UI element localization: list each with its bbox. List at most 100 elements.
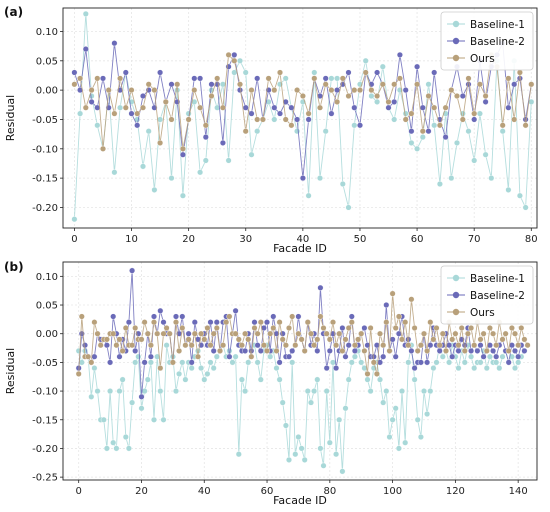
- data-point: [245, 336, 252, 343]
- data-point: [191, 319, 198, 326]
- data-point: [191, 330, 198, 337]
- data-point: [326, 336, 333, 343]
- data-point: [395, 330, 402, 337]
- data-point: [311, 75, 318, 82]
- data-point: [151, 186, 158, 193]
- data-point: [305, 192, 312, 199]
- data-point: [391, 81, 398, 88]
- data-point: [386, 434, 393, 441]
- data-point: [257, 376, 264, 383]
- data-point: [357, 122, 364, 129]
- data-point: [202, 157, 209, 164]
- data-point: [213, 353, 220, 360]
- data-point: [110, 439, 117, 446]
- data-point: [182, 376, 189, 383]
- data-point: [198, 365, 205, 372]
- data-point: [477, 359, 484, 366]
- data-point: [389, 290, 396, 297]
- data-point: [223, 319, 230, 326]
- data-point: [326, 347, 333, 354]
- data-point: [257, 347, 264, 354]
- data-point: [512, 347, 519, 354]
- x-tick-label: 60: [261, 486, 274, 497]
- x-tick-label: 120: [446, 486, 465, 497]
- data-point: [289, 359, 296, 366]
- data-point: [499, 353, 506, 360]
- data-point: [364, 370, 371, 377]
- data-point: [132, 347, 139, 354]
- data-point: [425, 81, 432, 88]
- data-point: [71, 69, 78, 76]
- data-point: [358, 359, 365, 366]
- data-point: [235, 451, 242, 458]
- data-point: [174, 81, 181, 88]
- data-point: [425, 128, 432, 135]
- data-point: [91, 365, 98, 372]
- data-point: [122, 434, 129, 441]
- data-point: [493, 342, 500, 349]
- x-tick-label: 40: [296, 234, 309, 245]
- data-point: [357, 87, 364, 94]
- data-point: [392, 325, 399, 332]
- data-point: [419, 104, 426, 111]
- data-point: [279, 336, 286, 343]
- data-point: [385, 104, 392, 111]
- data-point: [499, 128, 506, 135]
- data-point: [113, 342, 120, 349]
- data-point: [345, 342, 352, 349]
- x-tick-label: 100: [383, 486, 402, 497]
- data-point: [391, 98, 398, 105]
- data-point: [317, 284, 324, 291]
- data-point: [348, 313, 355, 320]
- data-point: [160, 416, 167, 423]
- data-point: [377, 376, 384, 383]
- data-point: [480, 330, 487, 337]
- data-point: [110, 330, 117, 337]
- data-point: [188, 359, 195, 366]
- data-point: [311, 69, 318, 76]
- data-point: [198, 330, 205, 337]
- data-point: [119, 376, 126, 383]
- data-point: [147, 359, 154, 366]
- data-point: [97, 342, 104, 349]
- data-point: [172, 388, 179, 395]
- data-point: [116, 353, 123, 360]
- data-point: [295, 330, 302, 337]
- data-point: [458, 325, 465, 332]
- data-point: [499, 336, 506, 343]
- data-point: [242, 330, 249, 337]
- legend-box: [440, 265, 534, 325]
- y-axis-label: Residual: [4, 95, 17, 141]
- data-point: [465, 128, 472, 135]
- legend-label: Baseline-2: [470, 36, 525, 48]
- data-point: [380, 399, 387, 406]
- data-point: [265, 75, 272, 82]
- data-point: [168, 175, 175, 182]
- data-point: [299, 92, 306, 99]
- data-point: [351, 342, 358, 349]
- data-point: [225, 157, 232, 164]
- data-point: [276, 376, 283, 383]
- data-point: [132, 359, 139, 366]
- data-point: [141, 319, 148, 326]
- data-point: [242, 104, 249, 111]
- data-point: [431, 122, 438, 129]
- data-point: [314, 336, 321, 343]
- data-point: [201, 376, 208, 383]
- data-point: [100, 416, 107, 423]
- data-point: [330, 319, 337, 326]
- data-point: [235, 336, 242, 343]
- data-point: [374, 69, 381, 76]
- data-point: [373, 342, 380, 349]
- data-point: [138, 405, 145, 412]
- data-point: [134, 122, 141, 129]
- data-point: [163, 342, 170, 349]
- data-point: [85, 353, 92, 360]
- data-point: [251, 319, 258, 326]
- data-point: [399, 388, 406, 395]
- data-point: [436, 122, 443, 129]
- data-point: [151, 87, 158, 94]
- data-point: [417, 359, 424, 366]
- data-point: [508, 325, 515, 332]
- data-point: [328, 75, 335, 82]
